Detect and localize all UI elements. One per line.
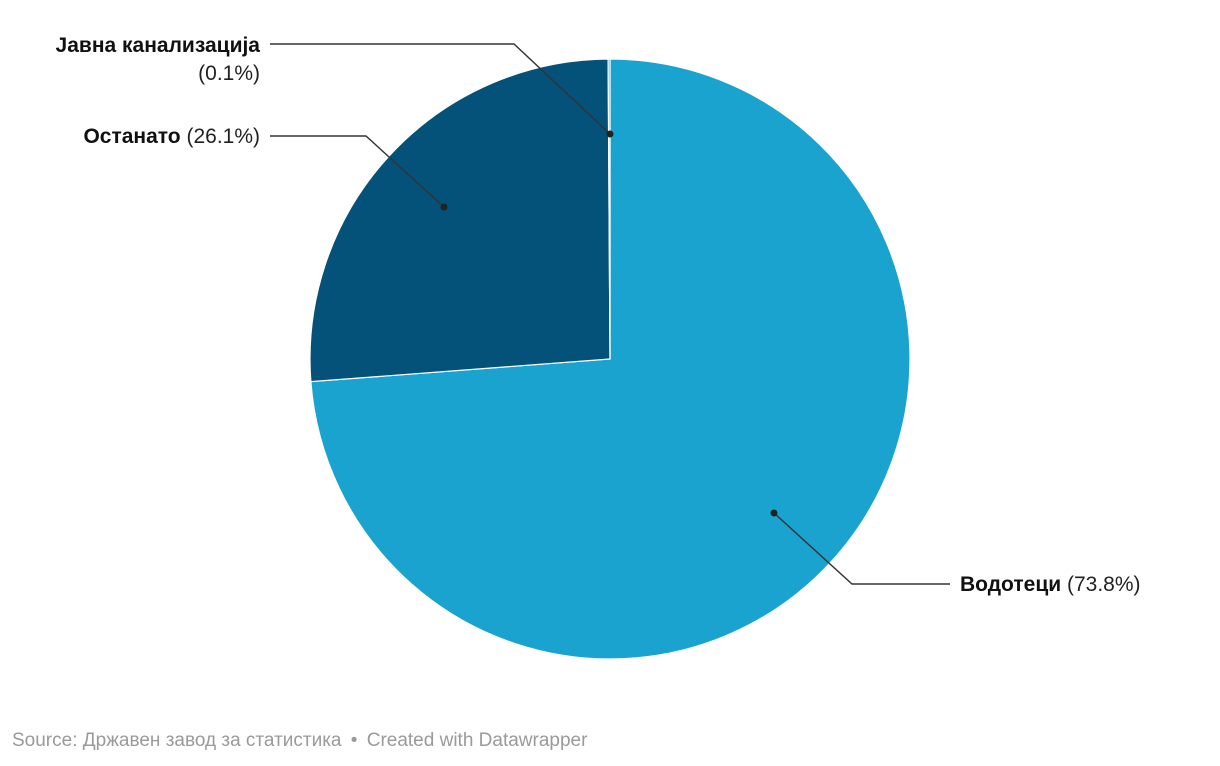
pie-slice-ostanato xyxy=(309,58,611,383)
leader-line-javna-kanalizacija xyxy=(270,43,611,135)
chart-footer: Source: Државен завод за статистика • Cr… xyxy=(12,730,587,752)
slice-label-vodoteci: Водотеци (73.8%) xyxy=(960,573,1141,596)
slice-label-javna-kanalizacija: Јавна канализација (0.1%) xyxy=(56,34,261,85)
leader-dot-vodoteci xyxy=(770,509,778,517)
leader-line-ostanato xyxy=(270,135,445,208)
footer-credit: Created with Datawrapper xyxy=(366,730,588,751)
leader-lines xyxy=(270,43,950,585)
label-value-ostanato: (26.1%) xyxy=(186,125,260,148)
label-value-vodoteci: (73.8%) xyxy=(1067,573,1141,596)
label-value-javna-kanalizacija: (0.1%) xyxy=(198,62,260,85)
slice-labels: Јавна канализација (0.1%) Останато (26.1%)… xyxy=(56,34,1141,596)
label-name-javna-kanalizacija: Јавна канализација xyxy=(56,34,261,57)
pie-slices xyxy=(309,58,911,660)
source-value: Државен завод за статистика xyxy=(82,730,342,751)
slice-label-ostanato: Останато (26.1%) xyxy=(83,125,260,148)
footer-separator: • xyxy=(350,730,358,751)
label-name-vodoteci: Водотеци xyxy=(960,573,1067,596)
leader-dot-javna-kanalizacija xyxy=(606,130,614,138)
label-name-ostanato: Останато xyxy=(83,125,186,148)
leader-line-vodoteci xyxy=(773,512,950,585)
source-label: Source: xyxy=(12,730,78,751)
leader-dot-ostanato xyxy=(440,203,448,211)
